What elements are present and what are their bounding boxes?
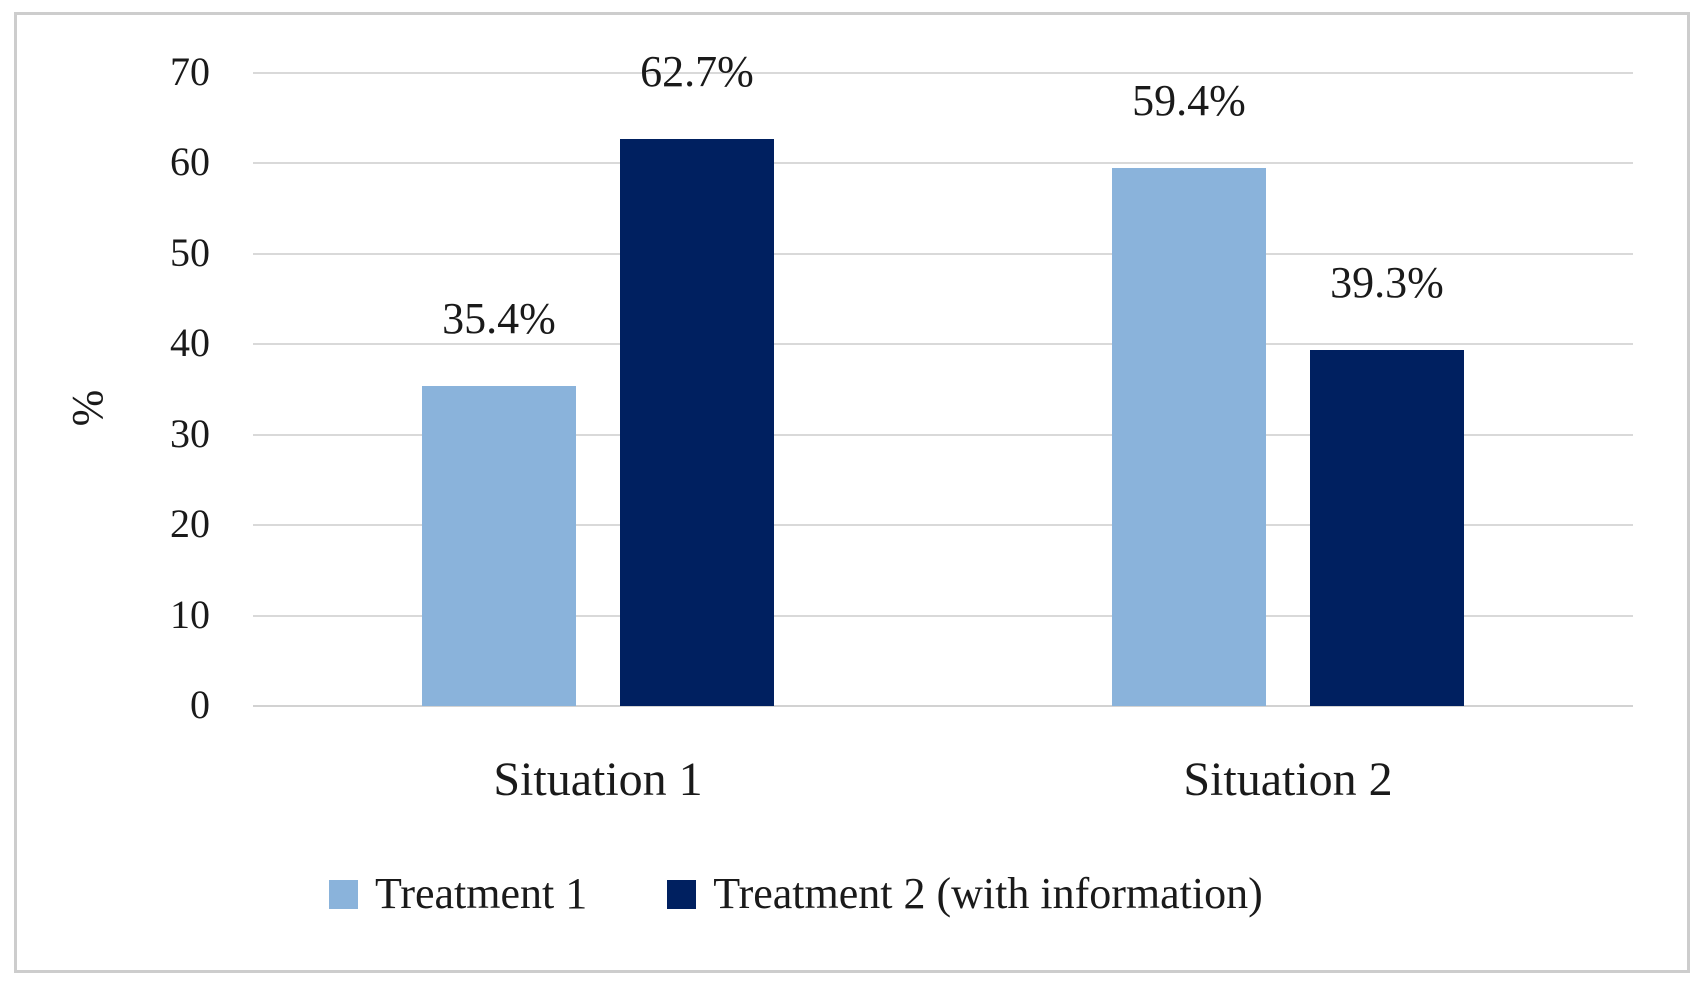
category-label: Situation 1 xyxy=(493,753,703,806)
y-tick-label: 50 xyxy=(170,229,210,275)
figure-border xyxy=(14,12,1690,973)
legend-label: Treatment 2 (with information) xyxy=(713,869,1263,918)
y-tick-label: 60 xyxy=(170,139,210,184)
y-tick-label: 0 xyxy=(190,682,210,727)
data-label: 39.3% xyxy=(1330,258,1444,308)
y-tick-label: 30 xyxy=(170,410,210,456)
legend-item: Treatment 2 (with information) xyxy=(667,870,1263,918)
chart-legend: Treatment 1 Treatment 2 (with information… xyxy=(329,868,1263,920)
gridline xyxy=(253,524,1633,526)
data-label: 59.4% xyxy=(1132,76,1246,126)
gridline xyxy=(253,71,1633,74)
gridline xyxy=(253,343,1633,345)
gridline xyxy=(253,614,1633,617)
y-tick-label: 20 xyxy=(170,501,210,546)
gridline xyxy=(253,433,1633,436)
legend-label: Treatment 1 xyxy=(375,869,588,918)
bar-treatment-2-with-information-2 xyxy=(1310,350,1464,706)
bar-treatment-2-with-information-1 xyxy=(620,138,774,706)
y-axis-title: % xyxy=(63,389,112,427)
gridline xyxy=(253,252,1633,255)
legend-item: Treatment 1 xyxy=(329,870,587,918)
bar-treatment-1-2 xyxy=(1112,168,1266,706)
data-label: 62.7% xyxy=(640,46,754,96)
data-label: 35.4% xyxy=(442,293,556,343)
y-tick-label: 70 xyxy=(170,48,210,94)
bar-treatment-1-1 xyxy=(422,385,576,706)
category-label: Situation 2 xyxy=(1183,753,1393,806)
x-axis-line xyxy=(253,705,1633,707)
legend-swatch-icon xyxy=(329,879,358,909)
gridline xyxy=(253,162,1633,164)
y-tick-label: 10 xyxy=(170,591,210,637)
y-tick-label: 40 xyxy=(170,320,210,365)
legend-swatch-icon xyxy=(667,879,697,909)
